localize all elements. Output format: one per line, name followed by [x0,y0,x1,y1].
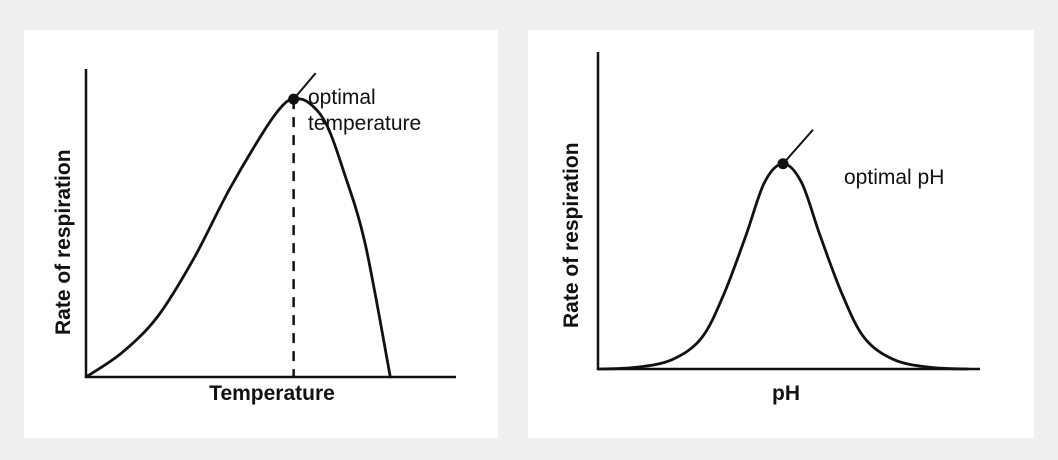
response-curve [596,162,970,371]
annotation-line-1: optimal [308,86,376,109]
x-axis-label: Temperature [209,382,335,405]
optimum-point [777,158,789,170]
ph-chart [596,52,980,371]
ph-chart-panel: Rate of respiration pH optimal pH [528,30,1034,438]
response-curve [84,97,392,379]
optimal-temperature-annotation: optimal temperature [308,85,421,137]
y-axis-label: Rate of respiration [560,142,583,328]
annotation-leader-line [292,72,317,100]
annotation-leader-line [782,129,814,165]
annotation-line-2: temperature [308,112,422,135]
y-axis-label: Rate of respiration [52,149,75,335]
x-axis-label: pH [772,382,800,405]
optimum-point [288,93,300,105]
temperature-chart-panel: Rate of respiration Temperature optimal … [24,30,498,438]
temperature-chart [84,69,456,379]
optimal-ph-annotation: optimal pH [844,166,945,189]
